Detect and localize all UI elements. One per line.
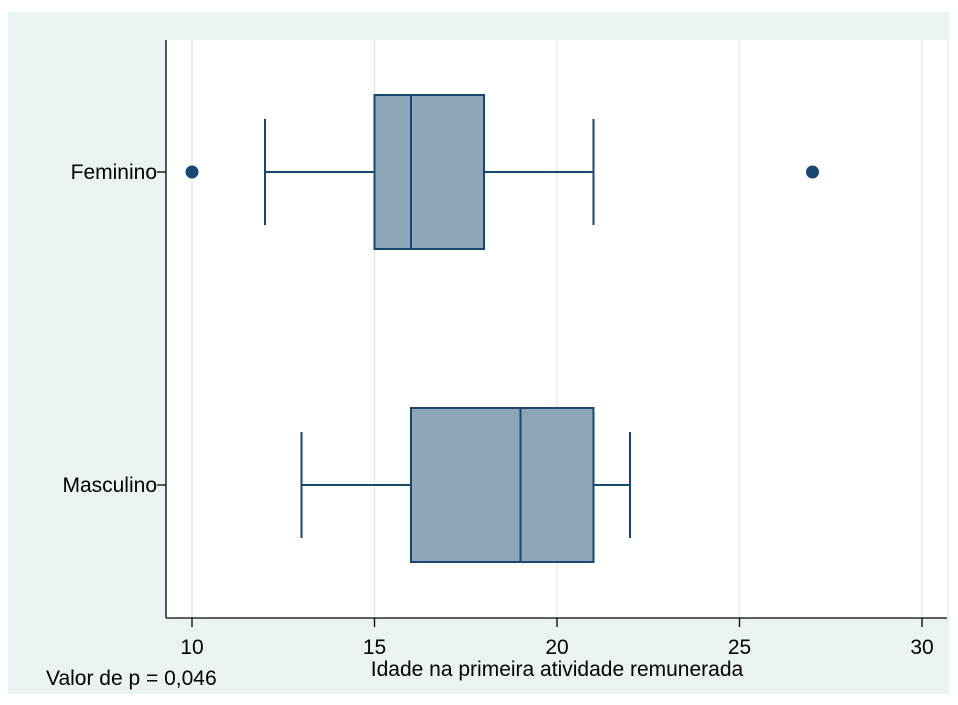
iqr-box — [410, 407, 595, 563]
x-tick-label-20: 20 — [545, 636, 568, 659]
y-tick-label-masculino: Masculino — [62, 474, 157, 497]
x-tick-label-10: 10 — [180, 636, 203, 659]
y-ticks: Feminino Masculino — [62, 161, 166, 497]
box-group-masculino — [300, 407, 631, 563]
box-group-feminino — [185, 94, 819, 250]
y-tick-label-feminino: Feminino — [71, 161, 157, 184]
x-axis-title: Idade na primeira atividade remunerada — [371, 658, 744, 681]
x-tick-label-30: 30 — [910, 636, 933, 659]
outlier-point — [185, 165, 199, 179]
x-tick-label-15: 15 — [363, 636, 386, 659]
outlier-point — [806, 165, 819, 179]
p-value-note: Valor de p = 0,046 — [46, 667, 217, 690]
x-tick-label-25: 25 — [728, 636, 751, 659]
x-ticks: 10 15 20 25 30 — [180, 618, 934, 659]
iqr-box — [373, 94, 485, 250]
boxes — [185, 94, 819, 563]
